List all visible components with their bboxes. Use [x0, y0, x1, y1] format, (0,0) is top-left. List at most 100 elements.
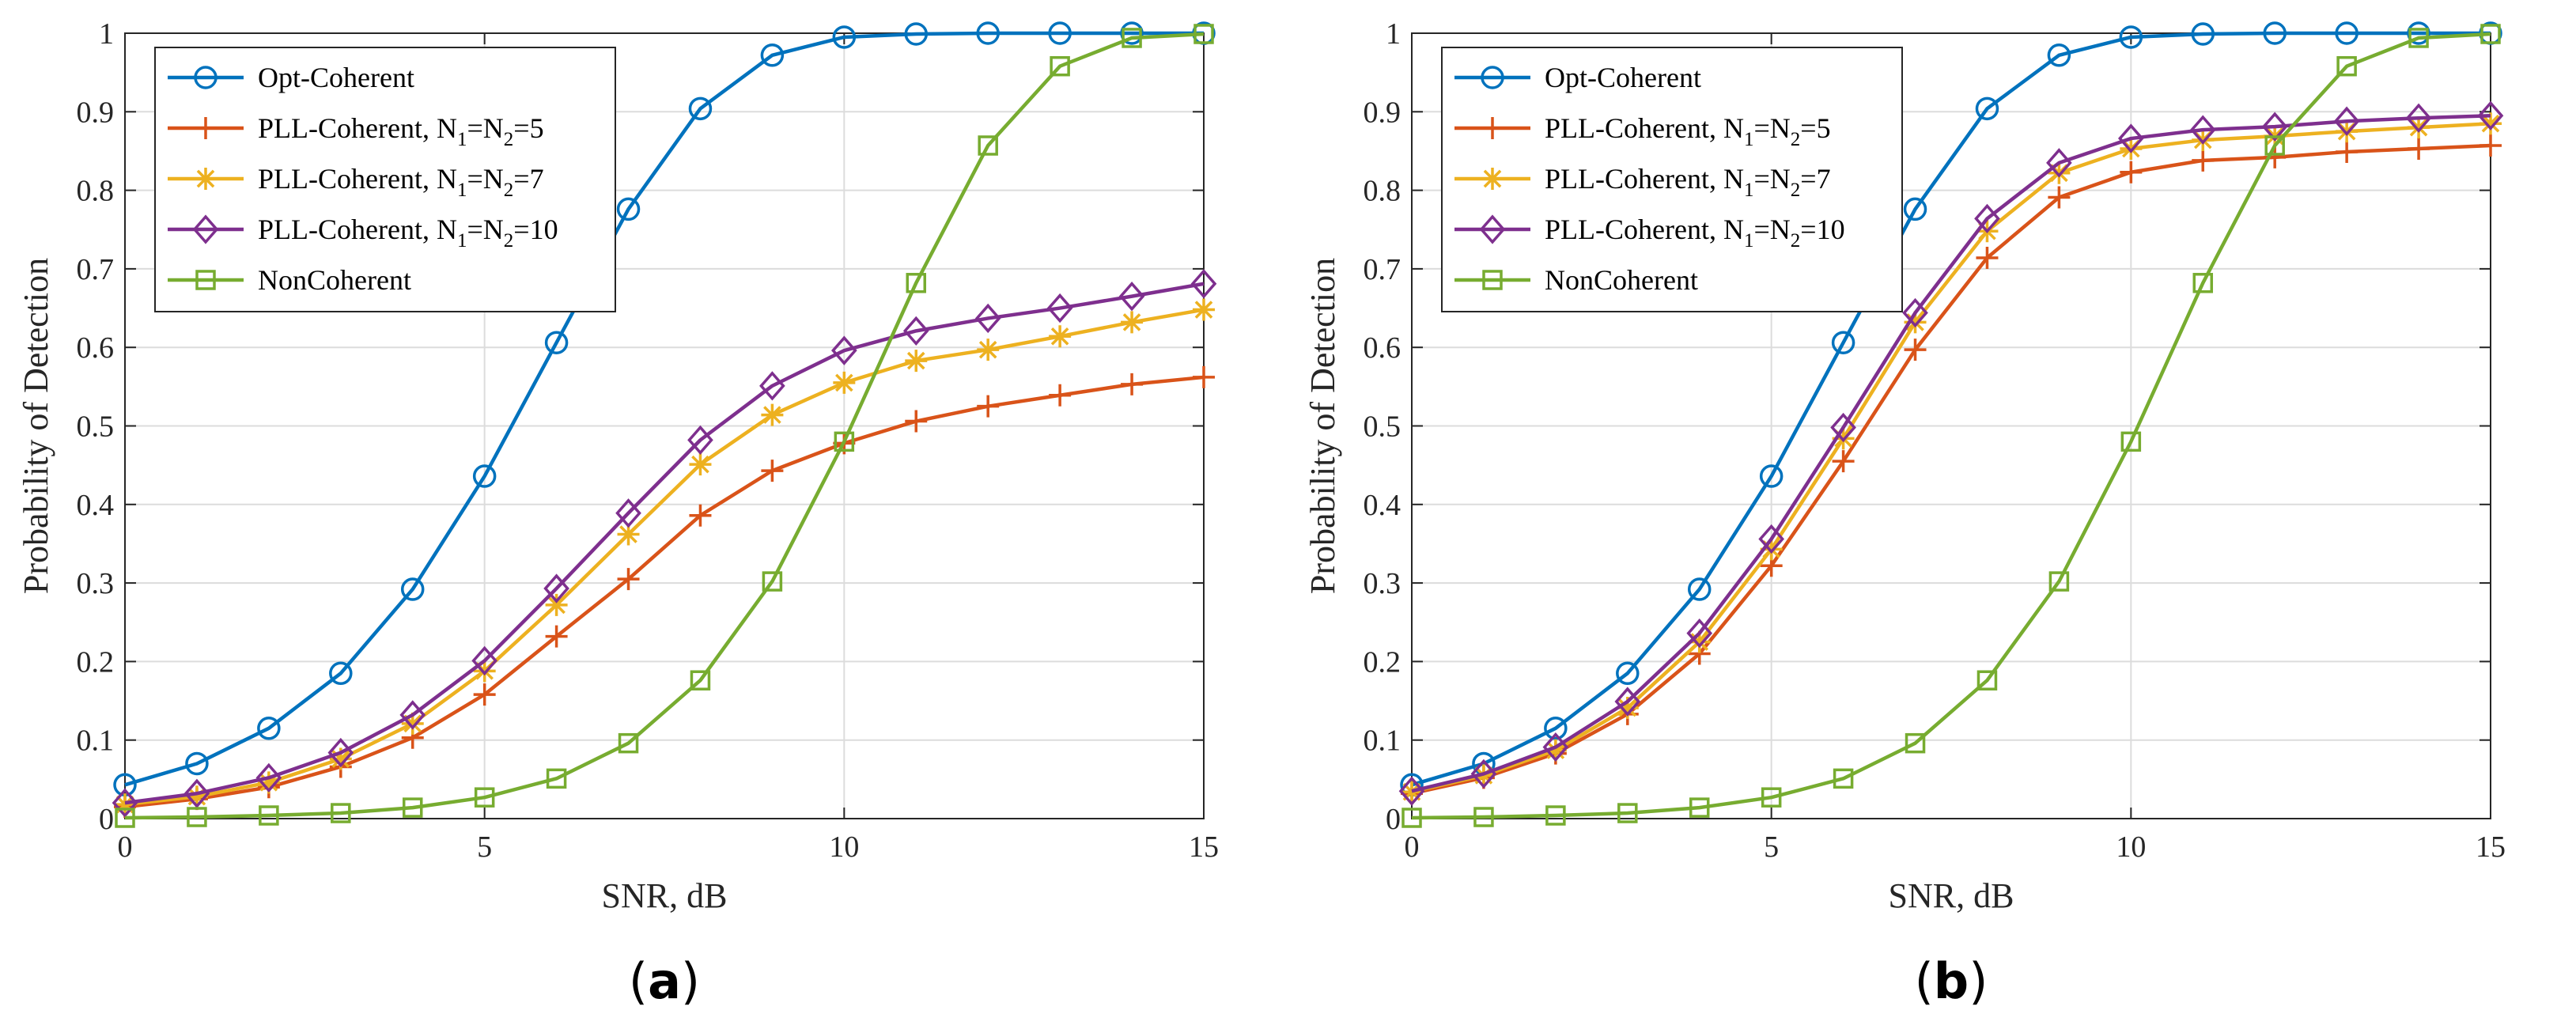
data-point: [329, 747, 352, 770]
data-point: [2120, 137, 2143, 160]
data-point: [259, 805, 279, 826]
data-point: [2480, 24, 2501, 44]
data-point: [329, 661, 353, 686]
data-point: [185, 785, 208, 808]
data-point: [545, 593, 568, 616]
legend-marker: [1481, 66, 1504, 89]
data-point: [112, 788, 138, 818]
data-point: [2336, 55, 2357, 77]
data-point: [115, 808, 135, 828]
data-point: [2192, 129, 2215, 152]
data-point: [543, 573, 569, 603]
data-point: [1974, 203, 2000, 234]
data-point: [2047, 44, 2071, 67]
series-4: [1398, 100, 2504, 806]
data-point: [688, 96, 713, 121]
legend-marker: [192, 214, 219, 244]
data-point: [689, 504, 712, 527]
legend-entry-text: PLL-Coherent, N: [258, 163, 457, 195]
data-point: [1617, 803, 1638, 823]
data-point: [1473, 807, 1494, 827]
data-point: [2264, 135, 2285, 156]
y-tick-label: 0.6: [77, 331, 115, 365]
data-point: [2408, 28, 2429, 48]
legend-entry-text: Opt-Coherent: [258, 62, 414, 93]
data-point: [1401, 808, 1422, 828]
data-point: [1193, 24, 1214, 44]
data-point: [2048, 161, 2071, 184]
data-point: [1545, 805, 1566, 826]
legend-entry-text: =10: [513, 214, 558, 245]
data-point: [2048, 186, 2071, 209]
data-point: [905, 350, 928, 373]
legend-marker: [1479, 214, 1506, 244]
legend-subscript: 2: [1791, 129, 1801, 150]
data-point: [978, 135, 998, 156]
data-point: [2261, 112, 2288, 142]
legend-marker: [195, 270, 216, 290]
data-point: [2480, 134, 2502, 157]
data-point: [1833, 768, 1854, 789]
data-point: [1401, 781, 1423, 804]
data-point: [1544, 717, 1568, 740]
data-point: [1760, 538, 1783, 561]
data-point: [1050, 55, 1070, 77]
data-point: [689, 453, 712, 476]
legend-entry-text: =7: [1800, 163, 1830, 195]
data-point: [1616, 661, 1640, 686]
data-point: [1975, 96, 1999, 121]
legend-marker: [1481, 117, 1504, 139]
data-point: [2407, 21, 2430, 45]
panel-letter: b: [1934, 952, 1969, 1010]
y-tick-label: 0.4: [1364, 489, 1401, 522]
legend-entry: NonCoherent: [1545, 264, 1698, 296]
data-point: [187, 807, 207, 827]
legend-entry-text: NonCoherent: [258, 264, 411, 296]
data-point: [618, 732, 639, 754]
data-point: [545, 625, 568, 648]
data-point: [2192, 273, 2214, 293]
y-tick-label: 1: [99, 17, 114, 51]
y-tick-label: 0: [99, 803, 114, 836]
data-point: [2048, 571, 2070, 592]
y-tick-label: 0.8: [1364, 175, 1401, 208]
legend-subscript: 1: [457, 230, 467, 252]
data-point: [1689, 797, 1710, 818]
y-tick-label: 0.9: [77, 96, 115, 129]
series-line: [1411, 31, 2491, 787]
panel-letter: a: [648, 952, 681, 1010]
data-point: [400, 577, 425, 601]
data-point: [2477, 100, 2504, 131]
data-point: [544, 331, 569, 354]
legend-marker: [1482, 270, 1503, 290]
data-point: [2263, 21, 2287, 45]
legend-subscript: 2: [504, 180, 514, 201]
data-point: [1831, 331, 1855, 354]
x-tick-label: 0: [118, 830, 133, 864]
series-3: [114, 298, 1215, 816]
y-tick-label: 0.7: [1364, 253, 1401, 286]
x-axis-label: SNR, dB: [1889, 876, 2014, 915]
series-5: [115, 24, 1214, 828]
data-point: [257, 771, 280, 794]
y-tick-label: 0.5: [1364, 410, 1401, 444]
legend-marker: [195, 168, 217, 190]
data-point: [905, 410, 928, 433]
data-point: [904, 22, 929, 46]
y-tick-label: 0.9: [1364, 96, 1401, 129]
series-line: [124, 375, 1205, 809]
series-line: [124, 282, 1205, 805]
x-tick-label: 10: [829, 830, 859, 864]
data-point: [762, 571, 783, 592]
data-point: [327, 737, 354, 768]
panel-label: (a): [629, 952, 700, 1010]
legend-entry-text: PLL-Coherent, N: [1545, 112, 1744, 144]
data-point: [1976, 670, 1998, 690]
data-point: [2120, 161, 2143, 183]
legend-entry: Opt-Coherent: [258, 62, 414, 93]
y-tick-label: 0.3: [1364, 567, 1401, 600]
legend-subscript: 2: [504, 129, 514, 150]
y-tick-label: 1: [1386, 17, 1401, 51]
